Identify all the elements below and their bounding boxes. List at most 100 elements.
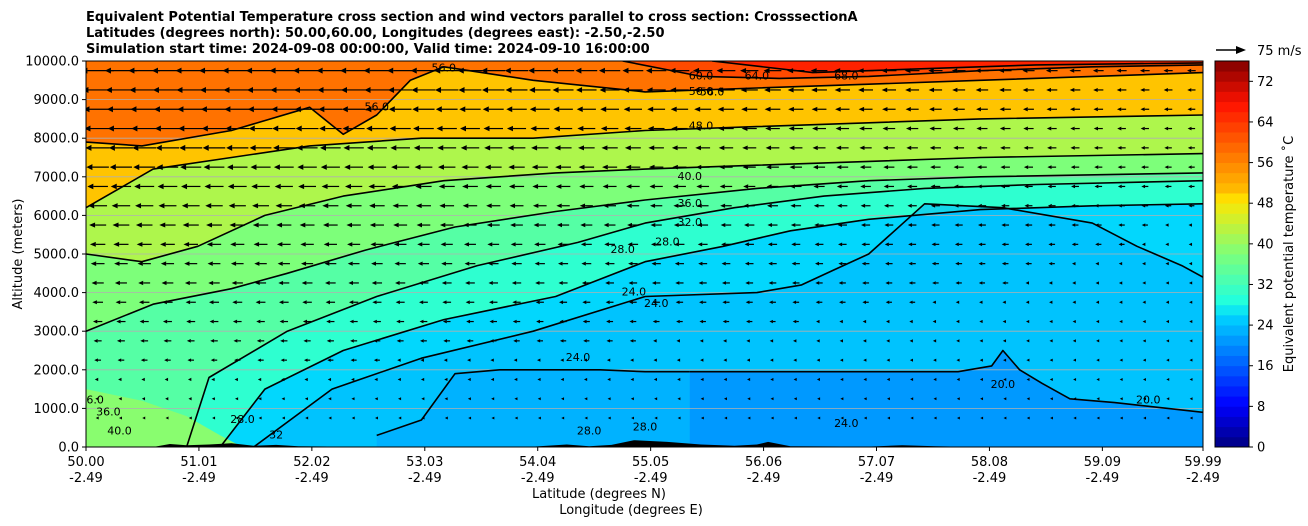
wind-vector-head — [325, 280, 330, 286]
wind-vector-head — [458, 86, 465, 93]
colorbar: 0 8 16 24 32 40 48 56 64 72 Equivalent potential … — [1214, 60, 1297, 456]
wind-vector-head — [1094, 223, 1099, 227]
wind-vector-head — [654, 416, 658, 420]
wind-vector-head — [625, 164, 632, 170]
wind-vector-head — [366, 125, 373, 132]
colorbar-band — [1215, 213, 1249, 224]
wind-vector-head — [205, 203, 212, 209]
wind-vector-head — [838, 281, 843, 285]
wind-vector-head — [1049, 397, 1053, 401]
wind-vector-head — [187, 377, 192, 382]
wind-vector-head — [909, 300, 913, 304]
wind-vector-head — [1164, 204, 1169, 208]
wind-vector-head — [999, 107, 1005, 112]
wind-vector-head — [1118, 204, 1122, 208]
title-line-2: Latitudes (degrees north): 50.00,60.00, … — [86, 26, 665, 41]
x-tick-label-lat: 56.06 — [745, 455, 782, 470]
wind-vector-head — [627, 222, 632, 228]
wind-vector-head — [351, 416, 355, 420]
wind-vector-head — [181, 183, 188, 190]
wind-vector-head — [160, 241, 166, 247]
wind-vector-head — [623, 87, 630, 93]
wind-vector-head — [670, 106, 677, 112]
wind-vector-head — [767, 223, 772, 228]
x-tick-label-lon: -2.49 — [1186, 471, 1220, 486]
colorbar-band — [1215, 355, 1249, 367]
wind-vector-head — [552, 87, 559, 93]
wind-vector-head — [395, 280, 400, 285]
wind-vector-head — [489, 339, 494, 343]
wind-vector-head — [747, 397, 751, 401]
wind-vector-head — [113, 241, 120, 247]
wind-vector-head — [444, 397, 448, 401]
colorbar-band — [1215, 61, 1249, 72]
colorbar-tick-label: 24 — [1257, 319, 1274, 334]
wind-vector-head — [953, 184, 959, 189]
wind-vector-head — [298, 183, 305, 190]
wind-vector-head — [177, 106, 184, 113]
wind-vector-head — [467, 377, 471, 382]
wind-vector-head — [514, 377, 518, 382]
wind-vector-head — [137, 261, 143, 266]
wind-vector-head — [675, 300, 680, 305]
wind-vector-head — [1024, 223, 1029, 227]
wind-vector-head — [929, 126, 935, 131]
wind-vector-head — [883, 165, 889, 170]
wind-vector-head — [647, 126, 654, 132]
wind-vector-head — [184, 280, 190, 286]
wind-vector-head — [1094, 203, 1099, 208]
wind-vector-head — [367, 164, 374, 170]
wind-vector-head — [719, 164, 725, 170]
wind-vector-head — [930, 184, 935, 189]
wind-vector-head — [622, 67, 629, 74]
wind-vector-head — [482, 86, 489, 93]
wind-vector-head — [175, 67, 182, 74]
wind-vector-head — [319, 144, 326, 151]
wind-vector-head — [793, 377, 797, 381]
wind-vector-head — [297, 164, 304, 170]
colorbar-tick-label: 64 — [1257, 115, 1274, 130]
wind-vector-head — [252, 203, 259, 209]
wind-vector-head — [975, 87, 981, 93]
wind-vector-head — [434, 67, 441, 74]
wind-vector-head — [815, 261, 820, 266]
wind-vector-head — [812, 145, 818, 151]
wind-vector-head — [906, 165, 912, 170]
wind-vector-head — [200, 106, 207, 113]
wind-vector-head — [860, 203, 866, 208]
wind-vector-head — [226, 144, 233, 151]
wind-vector-head — [487, 261, 493, 266]
wind-vector-head — [466, 319, 471, 324]
wind-vector-head — [1023, 126, 1028, 131]
colorbar-band — [1215, 426, 1249, 438]
wind-vector-head — [606, 319, 610, 324]
wind-vector-head — [561, 416, 565, 420]
wind-vector-head — [89, 222, 96, 228]
wind-vector-head — [514, 397, 518, 401]
wind-vector-head — [86, 125, 91, 132]
wind-vector-head — [158, 203, 165, 209]
wind-vector-head — [555, 164, 562, 170]
wind-vector-head — [533, 222, 539, 228]
wind-vector-head — [303, 339, 308, 343]
contour-line-36 — [86, 172, 1203, 332]
colorbar-band — [1215, 162, 1249, 174]
wind-vector-head — [1049, 377, 1053, 381]
wind-vector-head — [416, 222, 423, 228]
wind-vector-head — [235, 416, 239, 420]
title-line-1: Equivalent Potential Temperature cross s… — [86, 10, 858, 25]
wind-vector-head — [744, 261, 750, 266]
wind-vector-head — [256, 319, 261, 324]
wind-vector-head — [1118, 281, 1123, 285]
wind-vector-head — [441, 280, 447, 285]
wind-vector-head — [1093, 87, 1098, 92]
wind-vector-head — [323, 242, 330, 247]
wind-vector-head — [279, 319, 284, 324]
contour-label: 48.0 — [689, 120, 714, 133]
colorbar-band — [1215, 233, 1249, 245]
wind-vector-head — [979, 339, 983, 343]
wind-vector-head — [305, 416, 309, 420]
wind-vector-head — [225, 125, 232, 132]
x-axis-ticks: 50.00-2.4951.01-2.4952.02-2.4953.03-2.49… — [67, 447, 1222, 486]
wind-vector-head — [412, 106, 419, 113]
